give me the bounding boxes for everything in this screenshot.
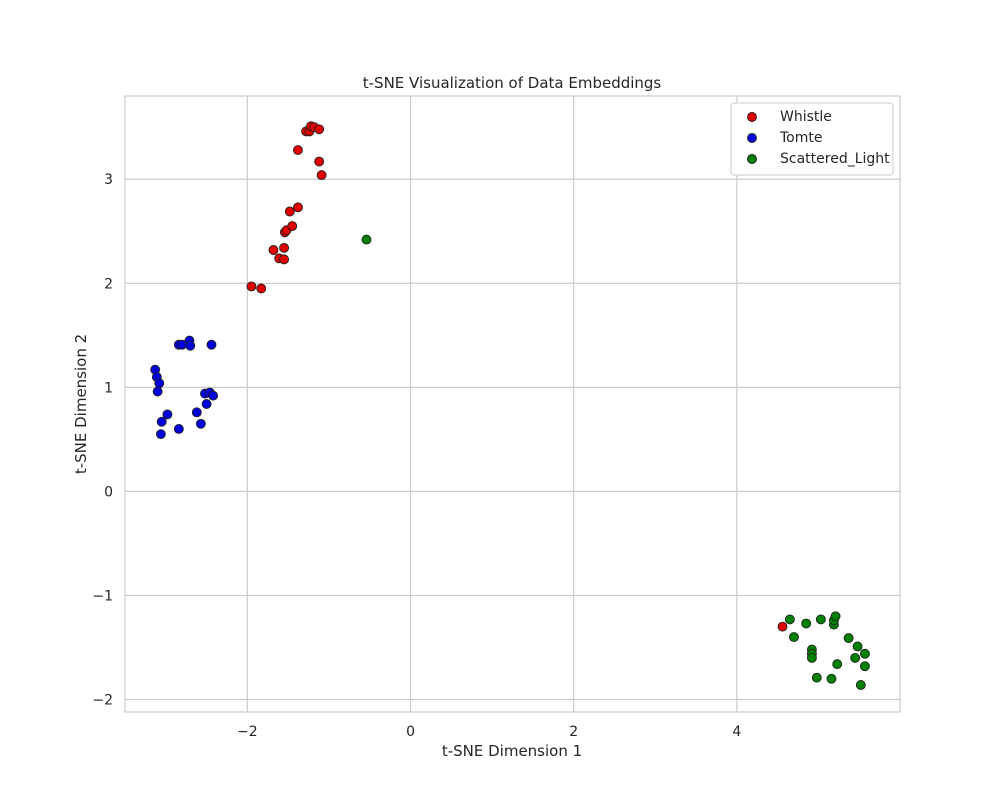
point-scattered-light [850, 652, 861, 663]
y-tick-label: 2 [104, 276, 113, 292]
legend-box [730, 102, 894, 176]
point-tomte [195, 418, 206, 429]
point-tomte [173, 424, 184, 434]
point-whistle [314, 124, 325, 135]
point-whistle [287, 221, 298, 232]
y-tick-label: −2 [92, 693, 113, 709]
x-axis-ticks: −2 0 2 4 [237, 724, 741, 740]
point-whistle [279, 254, 290, 265]
data-points [150, 121, 870, 690]
point-scattered-light [855, 679, 866, 690]
point-scattered-light [859, 648, 870, 659]
point-whistle [256, 283, 267, 294]
y-axis-ticks: −2 −1 0 1 2 3 [92, 172, 113, 708]
x-axis-title: t-SNE Dimension 1 [442, 742, 582, 760]
point-scattered-light [801, 618, 812, 629]
point-tomte [155, 429, 166, 440]
point-tomte [156, 416, 167, 427]
point-scattered-light [788, 632, 799, 643]
point-tomte [201, 399, 212, 409]
point-scattered-light [843, 633, 854, 644]
point-tomte [191, 407, 202, 418]
point-tomte [208, 390, 219, 401]
point-whistle [314, 156, 325, 167]
point-scattered-light [806, 652, 817, 663]
chart-title: t-SNE Visualization of Data Embeddings [363, 74, 662, 92]
y-tick-label: 0 [104, 484, 113, 500]
legend-marker-tomte [747, 133, 757, 143]
legend-label-whistle: Whistle [780, 109, 832, 125]
y-axis-title: t-SNE Dimension 2 [72, 334, 90, 474]
point-tomte [185, 340, 196, 351]
point-scattered-light [811, 672, 822, 683]
point-whistle [292, 145, 303, 156]
legend: Whistle Tomte Scattered_Light [730, 102, 894, 176]
y-tick-label: 1 [104, 380, 113, 396]
point-scattered-light [361, 234, 372, 245]
legend-label-tomte: Tomte [779, 130, 822, 146]
legend-label-scattered-light: Scattered_Light [780, 151, 890, 167]
point-scattered-light [784, 614, 795, 625]
x-tick-label: 2 [569, 724, 578, 740]
x-tick-label: 4 [732, 724, 741, 740]
point-whistle [246, 281, 257, 292]
point-whistle [284, 206, 295, 217]
point-scattered-light [859, 661, 870, 672]
point-whistle [279, 242, 290, 253]
x-tick-label: −2 [237, 724, 258, 740]
plot-area [124, 95, 901, 713]
point-tomte [154, 378, 165, 389]
point-scattered-light [826, 673, 837, 684]
point-scattered-light [815, 614, 826, 625]
point-tomte [206, 339, 217, 350]
point-scattered-light [832, 659, 843, 670]
point-tomte [152, 386, 163, 397]
point-whistle [316, 170, 327, 181]
point-scattered-light [830, 611, 841, 622]
point-scattered-light [852, 641, 863, 652]
point-whistle [777, 621, 788, 632]
x-tick-label: 0 [406, 724, 415, 740]
point-tomte [162, 409, 173, 420]
y-tick-label: 3 [104, 172, 113, 188]
y-tick-label: −1 [92, 588, 113, 604]
legend-marker-scattered-light [747, 154, 757, 164]
point-whistle [292, 202, 303, 213]
legend-marker-whistle [747, 112, 757, 122]
point-whistle [268, 245, 279, 255]
